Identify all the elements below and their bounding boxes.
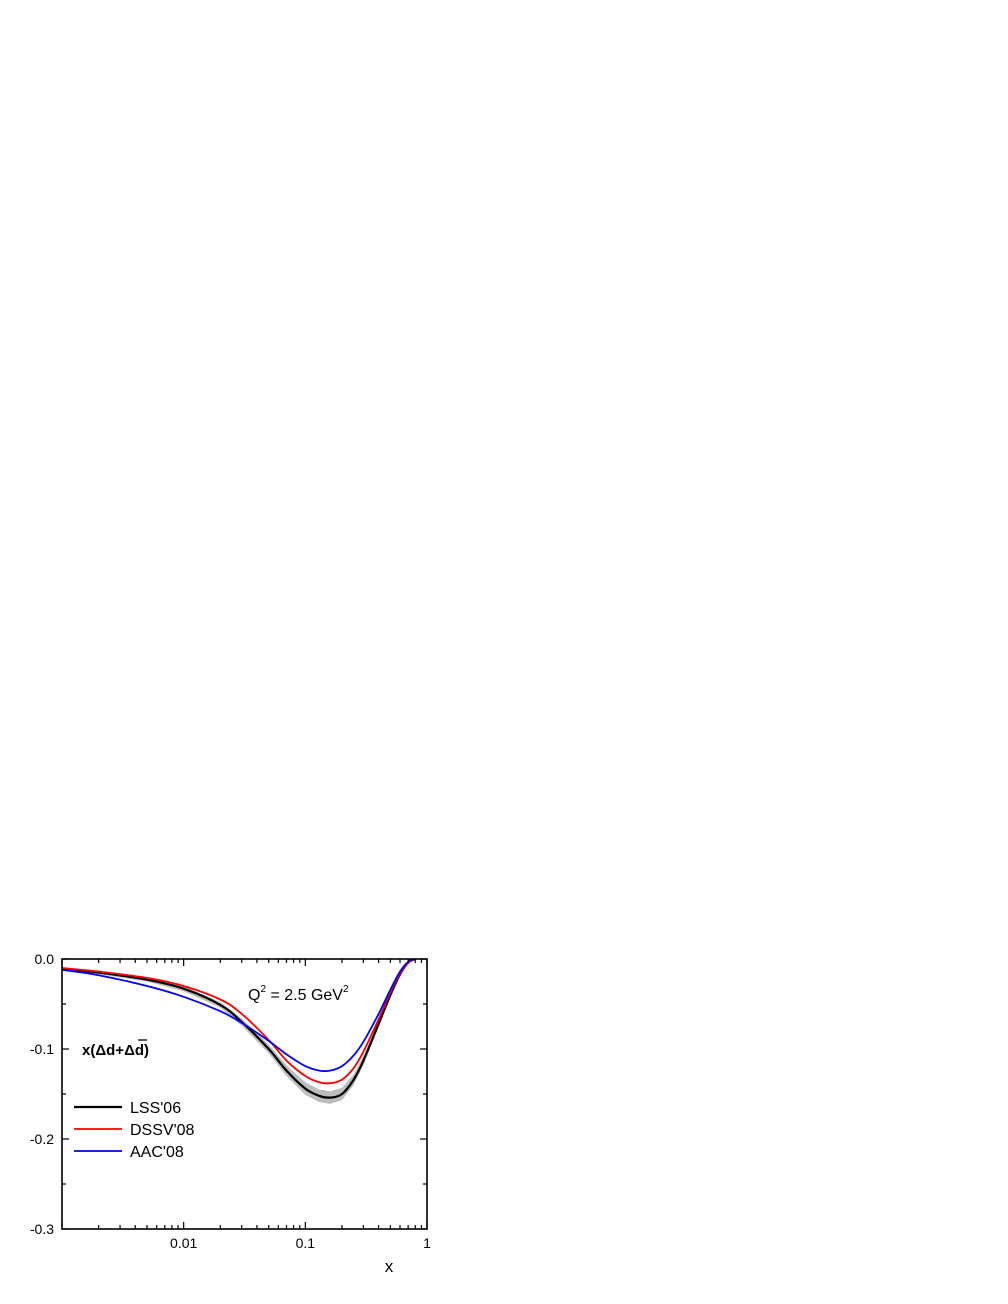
x-tick-label: 1 [423,1235,431,1251]
y-tick-label: -0.1 [30,1041,54,1057]
q2-annotation: Q2 = 2.5 GeV2 [248,984,349,1004]
tick-label-layer: 0.01 0.1 1 0.0 -0.1 -0.2 -0.3 [30,951,431,1251]
series-line-2 [62,959,416,1073]
x-axis-label: x [385,1257,394,1276]
q2-middle: = 2.5 GeV [266,987,343,1004]
tick-layer [61,958,428,1230]
series-layer [62,959,416,1099]
legend-label-0: LSS'06 [130,1100,181,1117]
error-band-0 [62,959,416,1104]
legend-label-1: DSSV'08 [130,1122,195,1139]
legend: LSS'06 DSSV'08 AAC'08 [74,1100,195,1161]
q2-superscript: 2 [260,984,266,995]
x-tick-label: 0.1 [296,1235,316,1251]
series-line-1 [62,959,416,1085]
y-tick-label: -0.3 [30,1221,54,1237]
error-band-layer [62,959,416,1104]
y-tick-label: -0.2 [30,1131,54,1147]
q2-unit-superscript: 2 [343,984,349,995]
dist-suffix: ) [144,1042,149,1059]
dist-delta: Δ [124,1042,135,1059]
dist-delta-d-plus: Δd+ [95,1042,124,1059]
dist-dbar: d [135,1042,144,1059]
series-line-0 [62,959,416,1099]
distribution-annotation: x(Δd+Δd) [82,1042,149,1059]
legend-label-2: AAC'08 [130,1144,184,1161]
q2-prefix: Q [248,987,260,1004]
y-tick-label: 0.0 [35,951,55,967]
x-tick-label: 0.01 [170,1235,197,1251]
plot-frame [61,958,428,1230]
dist-prefix: x( [82,1042,95,1059]
